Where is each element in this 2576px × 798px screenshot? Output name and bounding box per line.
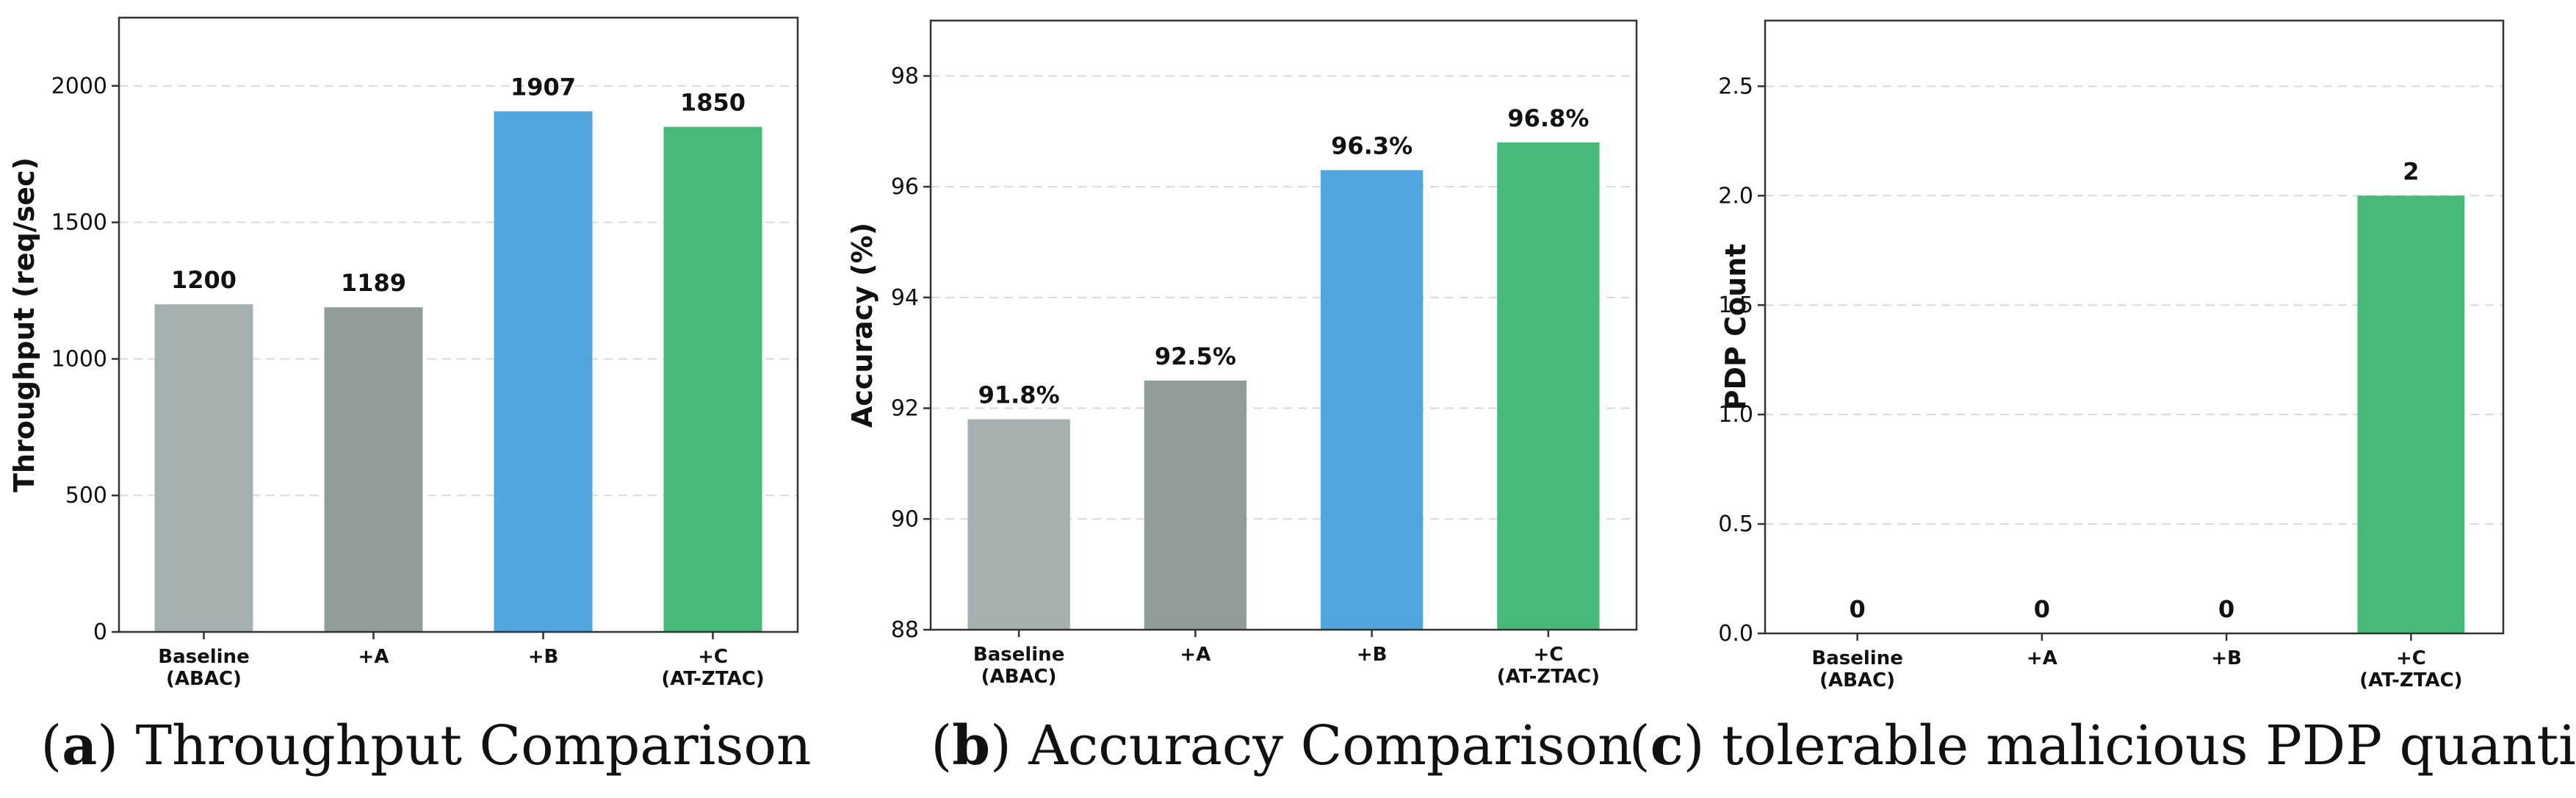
y-tick-label: 88 — [891, 617, 919, 643]
category-label: +B — [2211, 647, 2242, 669]
data-label: 1189 — [341, 269, 406, 297]
bar — [967, 419, 1070, 630]
y-tick-label: 1.5 — [1718, 292, 1753, 318]
y-axis-title: Throughput (req/sec) — [8, 157, 40, 492]
bar — [1144, 380, 1247, 630]
panel-caption: (c) tolerable malicious PDP quantity — [1629, 714, 2576, 777]
bar — [324, 307, 423, 632]
y-tick-label: 1000 — [51, 346, 107, 372]
panel-b-accuracy: 88 90 92 94 96 98 91.8% Baseline (ABAC) 92.5% +A 96… — [846, 19, 1638, 777]
category-label: Baseline (ABAC) — [1811, 647, 1902, 691]
y-tick-label: 98 — [891, 63, 919, 89]
bar — [1497, 142, 1600, 630]
bar — [1320, 170, 1424, 630]
y-tick-label: 94 — [891, 285, 919, 311]
data-label: 91.8% — [978, 381, 1060, 409]
data-label: 96.3% — [1331, 132, 1413, 159]
y-tick-label: 2.0 — [1718, 183, 1753, 209]
category-label: +C (AT-ZTAC) — [2359, 647, 2462, 691]
category-label: +A — [2027, 647, 2057, 669]
data-label: 96.8% — [1507, 104, 1589, 132]
y-tick-label: 92 — [891, 396, 919, 422]
panel-caption: (b) Accuracy Comparison — [931, 714, 1632, 777]
bar — [663, 126, 762, 633]
y-axis-title: PDP Count — [1720, 244, 1752, 411]
data-label: 1907 — [510, 73, 576, 101]
y-tick-label: 1.0 — [1718, 402, 1753, 428]
y-tick-label: 0.0 — [1718, 621, 1753, 647]
bar — [154, 304, 253, 632]
y-tick-label: 500 — [65, 483, 107, 508]
y-tick-label: 2000 — [51, 73, 107, 99]
category-label: +C (AT-ZTAC) — [1497, 644, 1600, 688]
category-label: Baseline (ABAC) — [158, 646, 249, 690]
panel-a-throughput: 0 500 1000 1500 2000 1200 Baseline (ABAC) 1189 +A… — [8, 16, 812, 777]
category-label: +C (AT-ZTAC) — [661, 646, 764, 690]
category-label: +A — [1180, 644, 1211, 666]
data-label: 0 — [2034, 595, 2050, 623]
y-axis-title: Accuracy (%) — [846, 223, 878, 428]
data-label: 92.5% — [1155, 342, 1236, 370]
y-tick-label: 0 — [93, 619, 107, 645]
panel-caption: (a) Throughput Comparison — [40, 714, 811, 777]
bar — [494, 111, 593, 633]
y-tick-label: 2.5 — [1718, 73, 1753, 99]
data-label: 1200 — [171, 266, 237, 294]
y-tick-label: 90 — [891, 506, 919, 532]
category-label: Baseline (ABAC) — [973, 644, 1064, 688]
data-label: 1850 — [680, 89, 746, 117]
axes-frame — [118, 16, 799, 633]
y-tick-label: 0.5 — [1718, 511, 1753, 537]
bar — [2357, 195, 2465, 633]
data-label: 2 — [2403, 157, 2419, 185]
y-tick-label: 96 — [891, 174, 919, 200]
category-label: +B — [528, 646, 559, 668]
y-tick-label: 1500 — [51, 210, 107, 236]
axes-frame — [929, 19, 1638, 631]
data-label: 0 — [1849, 595, 1865, 623]
axes-frame — [1764, 19, 2505, 635]
panel-c-pdp-count: 0.0 0.5 1.0 1.5 2.0 2.5 0 Baseline (ABAC) 0 +A 0 +B 2… — [1629, 19, 2576, 777]
data-label: 0 — [2218, 595, 2234, 623]
category-label: +A — [358, 646, 389, 668]
category-label: +B — [1357, 644, 1388, 666]
